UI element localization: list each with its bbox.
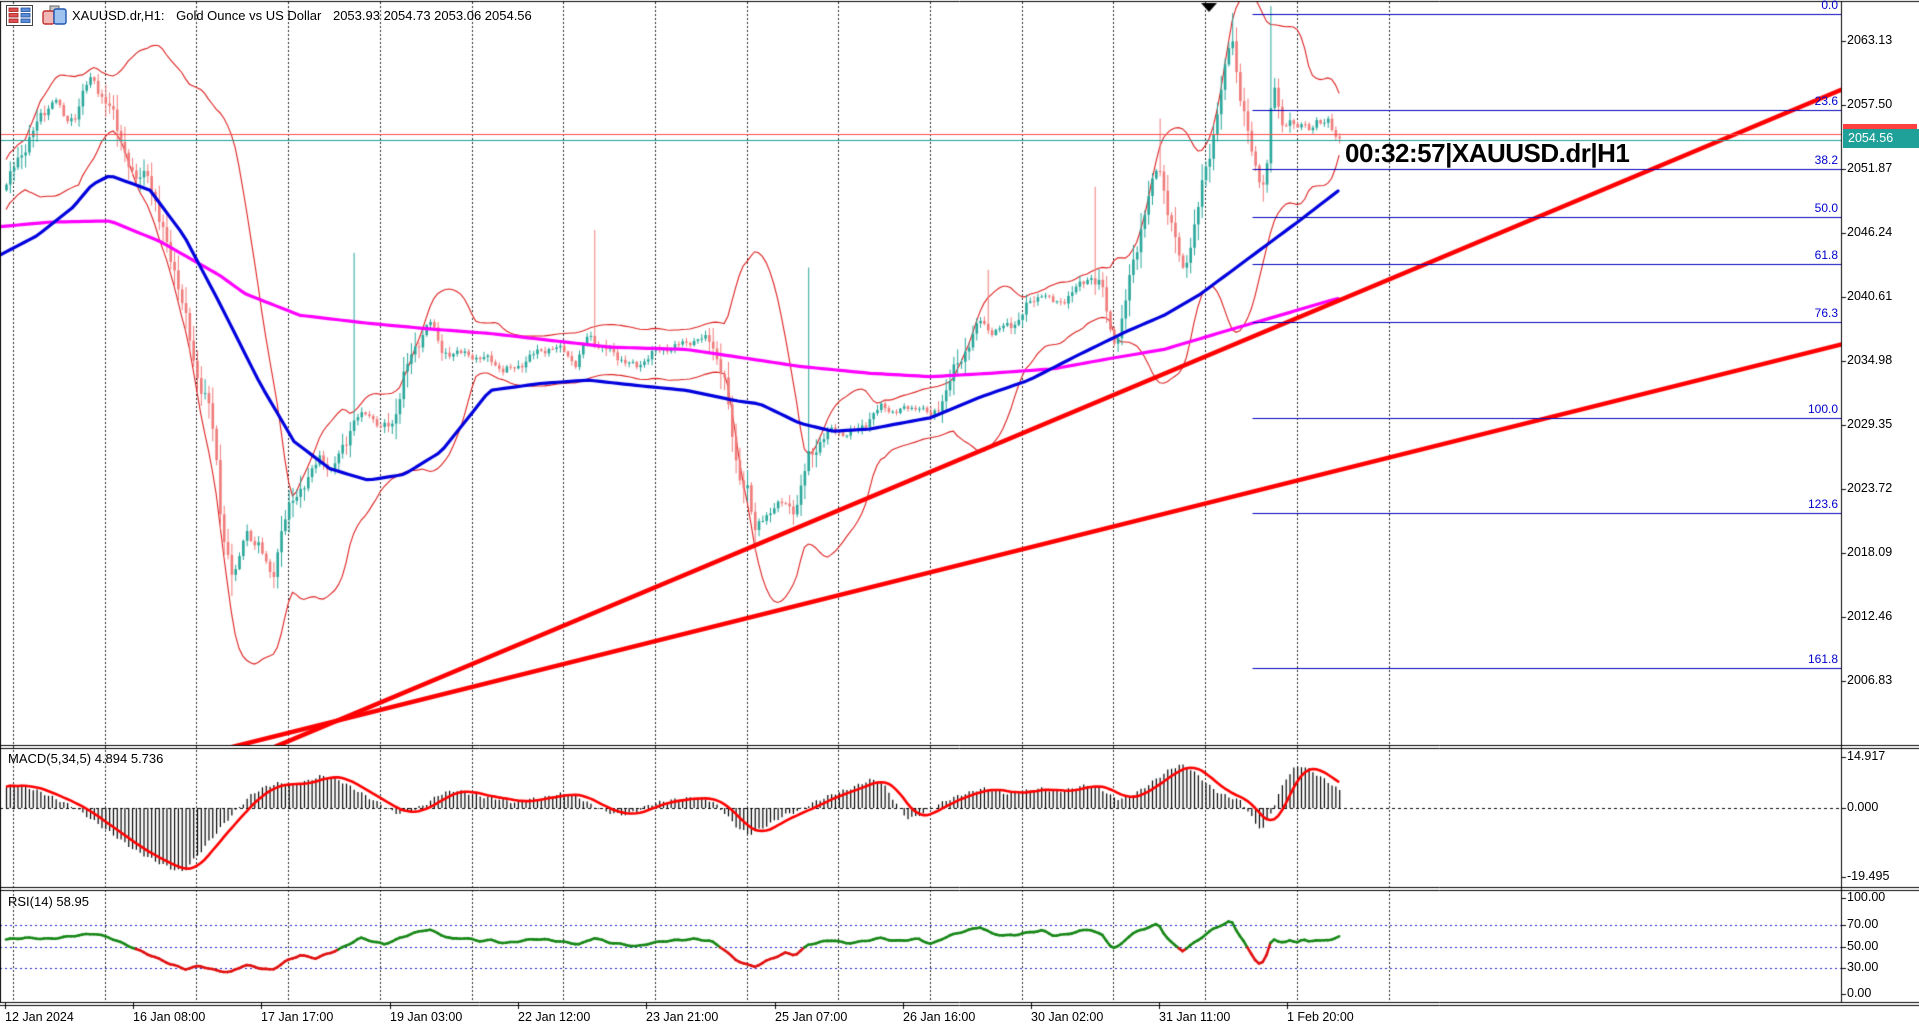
candle-countdown-overlay: 00:32:57|XAUUSD.dr|H1 [1345, 138, 1630, 168]
macd-indicator-label: MACD(5,34,5) 4.894 5.736 [8, 751, 164, 766]
current-price-badge: 2054.56 [1843, 129, 1919, 148]
chart-windows-icon[interactable] [41, 5, 68, 26]
symbol-period-label: XAUUSD.dr,H1: [72, 8, 165, 23]
ohlc-values-label: 2053.93 2054.73 2053.06 2054.56 [332, 8, 532, 23]
ask-price-marker [1843, 124, 1917, 130]
symbol-description-label: Gold Ounce vs US Dollar [176, 8, 322, 23]
chart-header: XAUUSD.dr,H1: Gold Ounce vs US Dollar 20… [72, 8, 540, 23]
rsi-indicator-label: RSI(14) 58.95 [8, 894, 89, 909]
account-list-icon[interactable] [6, 5, 33, 26]
chart-toolbar [6, 5, 68, 26]
